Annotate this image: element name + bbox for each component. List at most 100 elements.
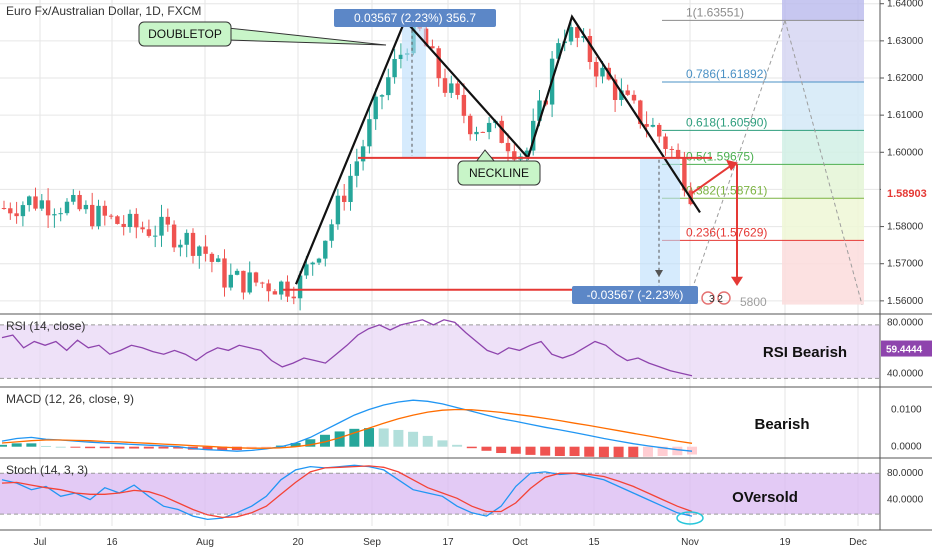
candle-99 (625, 90, 630, 95)
candle-106 (669, 148, 674, 150)
candle-49 (310, 262, 315, 265)
candle-25 (159, 216, 164, 236)
candle-31 (197, 246, 202, 256)
candle-69 (436, 48, 441, 79)
stoch-pane: Stoch (14, 3, 3) OVersold (0, 463, 880, 525)
macd-hist-22 (319, 434, 330, 447)
stoch-tick-1: 40.0000 (887, 495, 924, 506)
candle-3 (20, 205, 26, 217)
time-tick-3: 20 (292, 537, 304, 548)
macd-hist-35 (510, 446, 521, 454)
rsi-title: RSI (14, close) (6, 319, 85, 333)
rsi-band (0, 324, 880, 379)
measure-arrow-bottom (655, 270, 663, 277)
macd-hist-33 (481, 446, 492, 451)
candle-98 (619, 90, 624, 100)
candle-58 (367, 119, 372, 147)
macd-hist-11 (158, 446, 169, 449)
candle-21 (134, 213, 139, 228)
doubletop-label: DOUBLETOP (148, 27, 222, 41)
candle-53 (335, 195, 341, 225)
stoch-tick-0: 80.0000 (887, 468, 924, 479)
candle-44 (279, 281, 284, 295)
time-tick-5: 17 (442, 537, 454, 548)
pattern-drawings[interactable]: 0.03567 (2.23%) 356.7 -0.03567 (-2.23%) 3 … (138, 9, 743, 305)
measure-label-bottom: -0.03567 (-2.23%) (587, 288, 684, 302)
candle-0 (1, 208, 7, 209)
candle-23 (146, 229, 152, 236)
badge-ring-2 (717, 291, 731, 305)
candle-34 (216, 258, 221, 262)
fib-label-1: 0.786(1.61892) (686, 67, 767, 81)
price-tick-7: 1.57000 (887, 259, 924, 270)
fib-zone-2 (782, 130, 864, 165)
candle-16 (102, 205, 107, 216)
arrow-up-line (691, 163, 734, 194)
candle-63 (398, 54, 404, 59)
candle-61 (386, 77, 391, 96)
macd-line (1, 399, 693, 452)
candle-11 (71, 194, 76, 202)
candle-72 (455, 83, 460, 95)
candle-84 (531, 120, 536, 151)
candle-18 (115, 216, 120, 224)
price-tick-4: 1.60000 (887, 147, 924, 158)
fib-zone-0 (782, 20, 864, 83)
candle-9 (58, 213, 63, 215)
fib-zone-top (782, 0, 864, 21)
fibonacci-retracement[interactable]: 1(1.63551) 0.786(1.61892) 0.618(1.60590) 0.… (662, 0, 864, 309)
candle-37 (234, 270, 240, 275)
candle-35 (222, 258, 227, 288)
candle-56 (354, 161, 359, 176)
macd-tick-1: 0.0000 (891, 442, 922, 453)
macd-hist-20 (290, 442, 301, 447)
candle-102 (644, 124, 649, 127)
macd-hist-1 (11, 443, 22, 447)
macd-hist-43 (628, 446, 639, 458)
candle-101 (638, 100, 643, 125)
candle-20 (127, 213, 133, 228)
candle-67 (423, 28, 429, 47)
candle-73 (461, 94, 467, 116)
neckline-label: NECKLINE (469, 166, 529, 180)
candle-60 (379, 95, 385, 97)
candle-43 (272, 291, 278, 295)
neckline-callout-box (457, 160, 541, 186)
candle-47 (297, 275, 303, 299)
candle-81 (512, 151, 517, 160)
candle-28 (178, 244, 183, 248)
candle-59 (373, 96, 378, 120)
macd-note: Bearish (754, 416, 809, 433)
candle-92 (581, 35, 586, 38)
price-tick-2: 1.62000 (887, 73, 924, 84)
candle-55 (348, 175, 353, 202)
candle-17 (108, 215, 114, 217)
candle-26 (165, 216, 170, 225)
chart-title: Euro Fx/Australian Dollar, 1D, FXCM (6, 4, 201, 18)
macd-hist-24 (349, 428, 360, 447)
candle-6 (39, 200, 44, 209)
fib-diagonal-down (784, 20, 863, 305)
stoch-note: OVersold (732, 489, 798, 506)
signal-line (1, 408, 693, 449)
candle-27 (171, 224, 177, 248)
current-price: 1.58903 (887, 188, 927, 200)
fib-diagonal-up (691, 20, 786, 290)
price-tick-0: 1.64000 (887, 0, 924, 10)
macd-hist-14 (202, 446, 213, 451)
macd-title: MACD (12, 26, close, 9) (6, 392, 134, 406)
macd-hist-4 (55, 446, 66, 448)
macd-hist-18 (261, 446, 272, 448)
macd-hist-0 (0, 444, 7, 447)
time-tick-2: Aug (196, 537, 214, 548)
macd-hist-5 (70, 446, 81, 448)
candle-32 (203, 246, 208, 254)
candle-14 (90, 204, 95, 227)
candle-76 (480, 131, 485, 133)
candle-70 (442, 78, 448, 93)
macd-hist-40 (584, 446, 595, 457)
price-tick-8: 1.56000 (887, 296, 924, 307)
candle-62 (392, 58, 397, 78)
